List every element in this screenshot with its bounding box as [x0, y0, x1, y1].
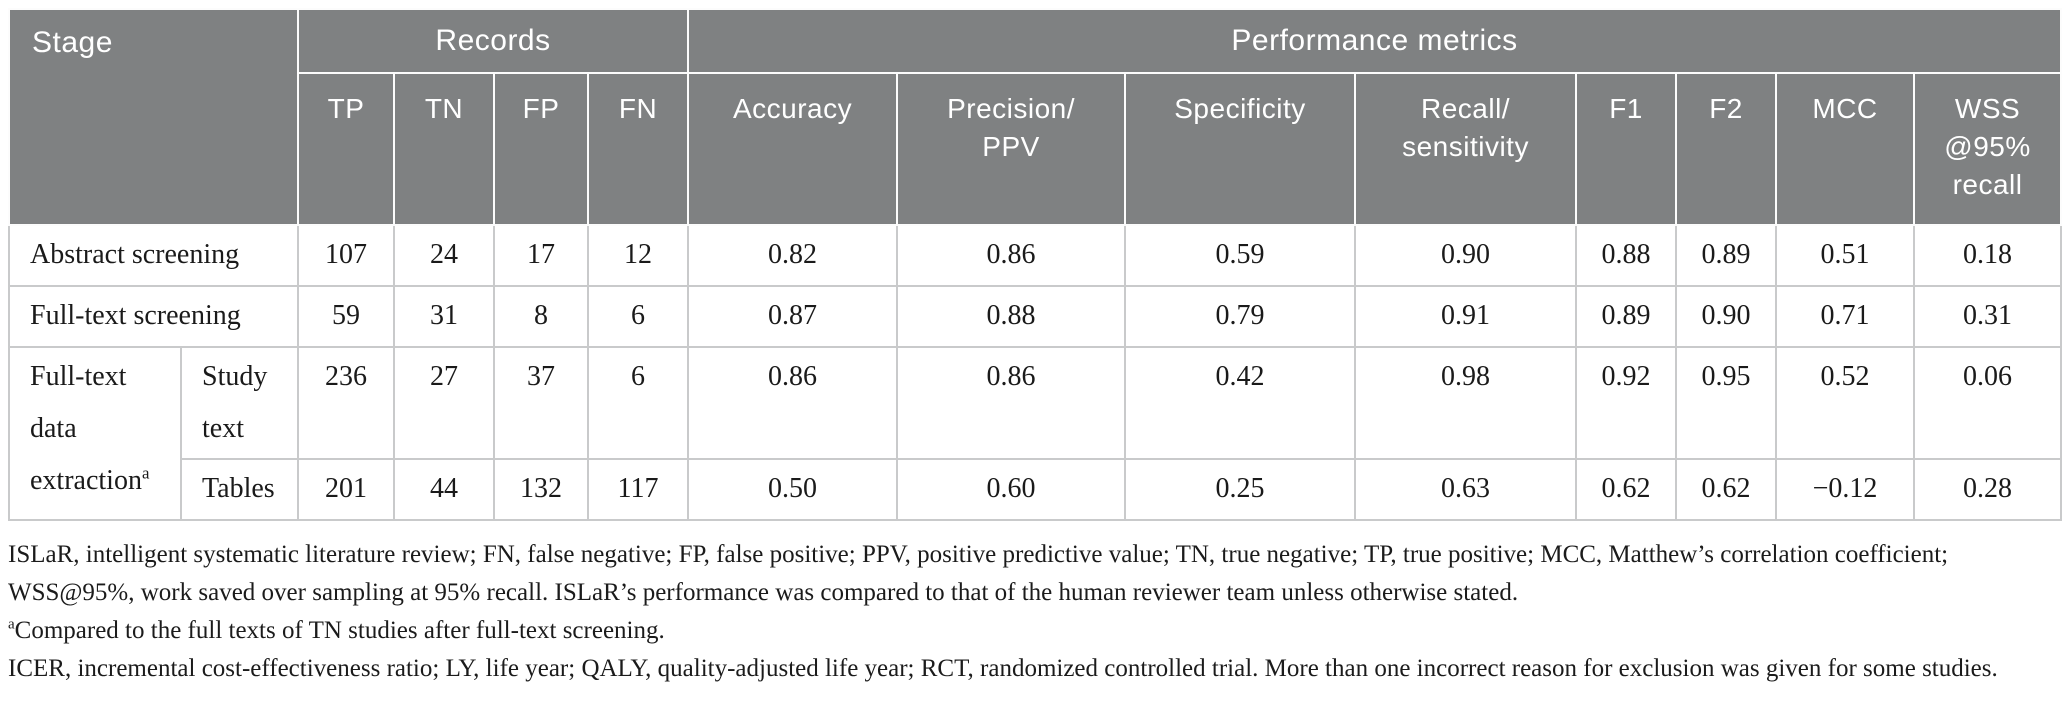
- table-row: Full-text data extractiona Study text 23…: [8, 346, 2063, 521]
- table-cell: 0.42: [1124, 346, 1357, 460]
- col-header-fn: FN: [586, 72, 690, 226]
- table-cell: 117: [586, 458, 690, 521]
- footnote-a-text: Compared to the full texts of TN studies…: [14, 617, 665, 644]
- table-cell: 6: [586, 346, 690, 460]
- table-cell: 59: [297, 285, 395, 348]
- table-cell: 6: [586, 285, 690, 348]
- table-cell: 0.50: [687, 458, 899, 521]
- col-header-mcc: MCC: [1775, 72, 1916, 226]
- table-cell: 0.52: [1775, 346, 1916, 460]
- table-row: Abstract screening 107 24 17 12 0.82 0.8…: [8, 224, 2063, 287]
- col-header-precision-ppv: Precision/ PPV: [896, 72, 1127, 226]
- table-body: Abstract screening 107 24 17 12 0.82 0.8…: [8, 224, 2063, 521]
- table-cell: 31: [393, 285, 495, 348]
- table-cell: 0.86: [687, 346, 899, 460]
- footnote-marker-a: a: [141, 463, 150, 483]
- table-cell: 0.79: [1124, 285, 1357, 348]
- table-cell: 17: [493, 224, 589, 287]
- row-label-abstract-screening: Abstract screening: [8, 224, 299, 287]
- row-label-full-text-data-extraction: Full-text data extractiona: [8, 346, 182, 521]
- footnote-a-marker: a: [8, 616, 15, 633]
- table-cell: 0.88: [1575, 224, 1678, 287]
- table-cell: 27: [393, 346, 495, 460]
- table-cell: 0.88: [896, 285, 1127, 348]
- performance-metrics-table: Stage Records Performance metrics TP TN …: [8, 8, 2063, 521]
- col-group-records: Records: [296, 8, 690, 74]
- table-cell: 0.31: [1913, 285, 2063, 348]
- row-sublabel-study-text: Study text: [180, 346, 299, 460]
- table-cell: 0.95: [1675, 346, 1778, 460]
- col-header-wss-95-recall: WSS @95% recall: [1913, 72, 2063, 226]
- table-cell: 0.86: [896, 346, 1127, 460]
- table-cell: 0.71: [1775, 285, 1916, 348]
- col-header-stage: Stage: [8, 8, 299, 226]
- col-header-f2: F2: [1675, 72, 1778, 226]
- col-header-fp: FP: [493, 72, 589, 226]
- table-cell: 12: [586, 224, 690, 287]
- table-cell: 236: [297, 346, 395, 460]
- table-cell: 8: [493, 285, 589, 348]
- table-cell: 0.18: [1913, 224, 2063, 287]
- table-cell: 0.62: [1675, 458, 1778, 521]
- table-cell: 0.62: [1575, 458, 1678, 521]
- table-cell: 0.89: [1675, 224, 1778, 287]
- table-row: Full-text screening 59 31 8 6 0.87 0.88 …: [8, 285, 2063, 348]
- table-cell: 0.91: [1354, 285, 1578, 348]
- table-cell: 0.28: [1913, 458, 2063, 521]
- col-header-accuracy: Accuracy: [687, 72, 899, 226]
- col-header-f1: F1: [1575, 72, 1678, 226]
- table-cell: 132: [493, 458, 589, 521]
- table-cell: 0.51: [1775, 224, 1916, 287]
- row-label-full-text-screening: Full-text screening: [8, 285, 299, 348]
- table-footnotes: ISLaR, intelligent systematic literature…: [8, 536, 2060, 688]
- table-cell: 0.25: [1124, 458, 1357, 521]
- table-cell: 0.90: [1354, 224, 1578, 287]
- footnote-a: aCompared to the full texts of TN studie…: [8, 612, 2060, 650]
- table-cell: 24: [393, 224, 495, 287]
- table-cell: 0.60: [896, 458, 1127, 521]
- table-header: Stage Records Performance metrics TP TN …: [8, 8, 2063, 226]
- col-header-recall-sensitivity: Recall/ sensitivity: [1354, 72, 1578, 226]
- table-cell: 0.06: [1913, 346, 2063, 460]
- table-cell: 0.89: [1575, 285, 1678, 348]
- table-cell: 44: [393, 458, 495, 521]
- table-cell: 0.90: [1675, 285, 1778, 348]
- table-cell: 37: [493, 346, 589, 460]
- row-label-text: Full-text data extraction: [30, 361, 142, 496]
- col-group-performance-metrics: Performance metrics: [687, 8, 2063, 74]
- table-cell: 107: [297, 224, 395, 287]
- table-cell: 0.87: [687, 285, 899, 348]
- table-cell: −0.12: [1775, 458, 1916, 521]
- table-row: Tables 201 44 132 117 0.50 0.60 0.25 0.6…: [9, 458, 2063, 521]
- table-cell: 0.86: [896, 224, 1127, 287]
- table-cell: 0.59: [1124, 224, 1357, 287]
- table-cell: 0.98: [1354, 346, 1578, 460]
- table-cell: 201: [297, 458, 395, 521]
- table-cell: 0.82: [687, 224, 899, 287]
- table-cell: 0.92: [1575, 346, 1678, 460]
- footnote-abbreviations-1: ISLaR, intelligent systematic literature…: [8, 541, 1949, 606]
- row-sublabel-tables: Tables: [180, 458, 299, 521]
- col-header-tp: TP: [297, 72, 395, 226]
- col-header-specificity: Specificity: [1124, 72, 1357, 226]
- col-header-tn: TN: [393, 72, 495, 226]
- table-cell: 0.63: [1354, 458, 1578, 521]
- footnote-abbreviations-2: ICER, incremental cost-effectiveness rat…: [8, 655, 1998, 682]
